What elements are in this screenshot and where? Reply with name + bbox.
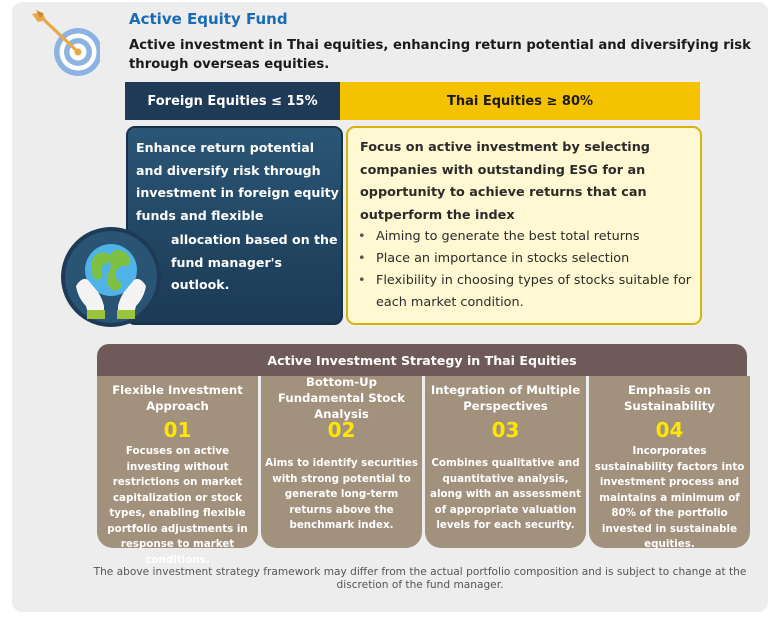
strategy-number: 01 bbox=[163, 418, 192, 442]
strategy-heading: Active Investment Strategy in Thai Equit… bbox=[97, 344, 747, 376]
strategy-number: 03 bbox=[491, 418, 520, 442]
strategy-title: Bottom-Up Fundamental Stock Analysis bbox=[277, 375, 405, 421]
foreign-card-text-1: Enhance return potential and diversify r… bbox=[136, 140, 339, 223]
thai-bullet-item: • Flexibility in choosing types of stocks… bbox=[358, 273, 692, 310]
strategy-card-2: Bottom-Up Fundamental Stock Analysis 02 … bbox=[261, 375, 422, 548]
strategy-description: Combines qualitative and quantitative an… bbox=[430, 457, 581, 531]
strategy-title: Flexible Investment Approach bbox=[112, 383, 243, 413]
target-icon bbox=[32, 10, 100, 76]
thai-equities-card bbox=[346, 126, 702, 325]
strategy-title: Emphasis on Sustainability bbox=[624, 383, 715, 413]
foreign-allocation-label: Foreign Equities ≤ 15% bbox=[125, 82, 340, 120]
page-title: Active Equity Fund bbox=[129, 10, 288, 28]
strategy-card-4: Emphasis on Sustainability 04 Incorporat… bbox=[589, 376, 750, 550]
thai-bullet-item: • Place an importance in stocks selection bbox=[358, 251, 630, 266]
thai-allocation-label: Thai Equities ≥ 80% bbox=[340, 82, 700, 120]
strategy-number: 04 bbox=[655, 418, 684, 442]
thai-bullet-item: • Aiming to generate the best total retur… bbox=[358, 229, 640, 244]
strategy-number: 02 bbox=[327, 418, 356, 442]
strategy-description: Aims to identify securities with strong … bbox=[265, 457, 418, 531]
disclaimer-footnote: The above investment strategy framework … bbox=[93, 566, 747, 591]
thai-card-lead: Focus on active investment by selecting … bbox=[360, 140, 650, 223]
page-subtitle: Active investment in Thai equities, enha… bbox=[129, 38, 751, 72]
foreign-card-text-2: allocation based on the fund manager's o… bbox=[171, 232, 338, 292]
strategy-title: Integration of Multiple Perspectives bbox=[430, 383, 581, 413]
strategy-card-3: Integration of Multiple Perspectives 03 … bbox=[425, 376, 586, 548]
thai-card-bullets: • Aiming to generate the best total retur… bbox=[358, 226, 693, 314]
strategy-description: Focuses on active investing without rest… bbox=[107, 445, 248, 566]
strategy-description: Incorporates sustainability factors into… bbox=[594, 445, 745, 550]
foreign-equities-card bbox=[126, 126, 343, 325]
globe-in-hands-icon bbox=[61, 227, 161, 327]
strategy-card-1: Flexible Investment Approach 01 Focuses … bbox=[97, 376, 258, 566]
